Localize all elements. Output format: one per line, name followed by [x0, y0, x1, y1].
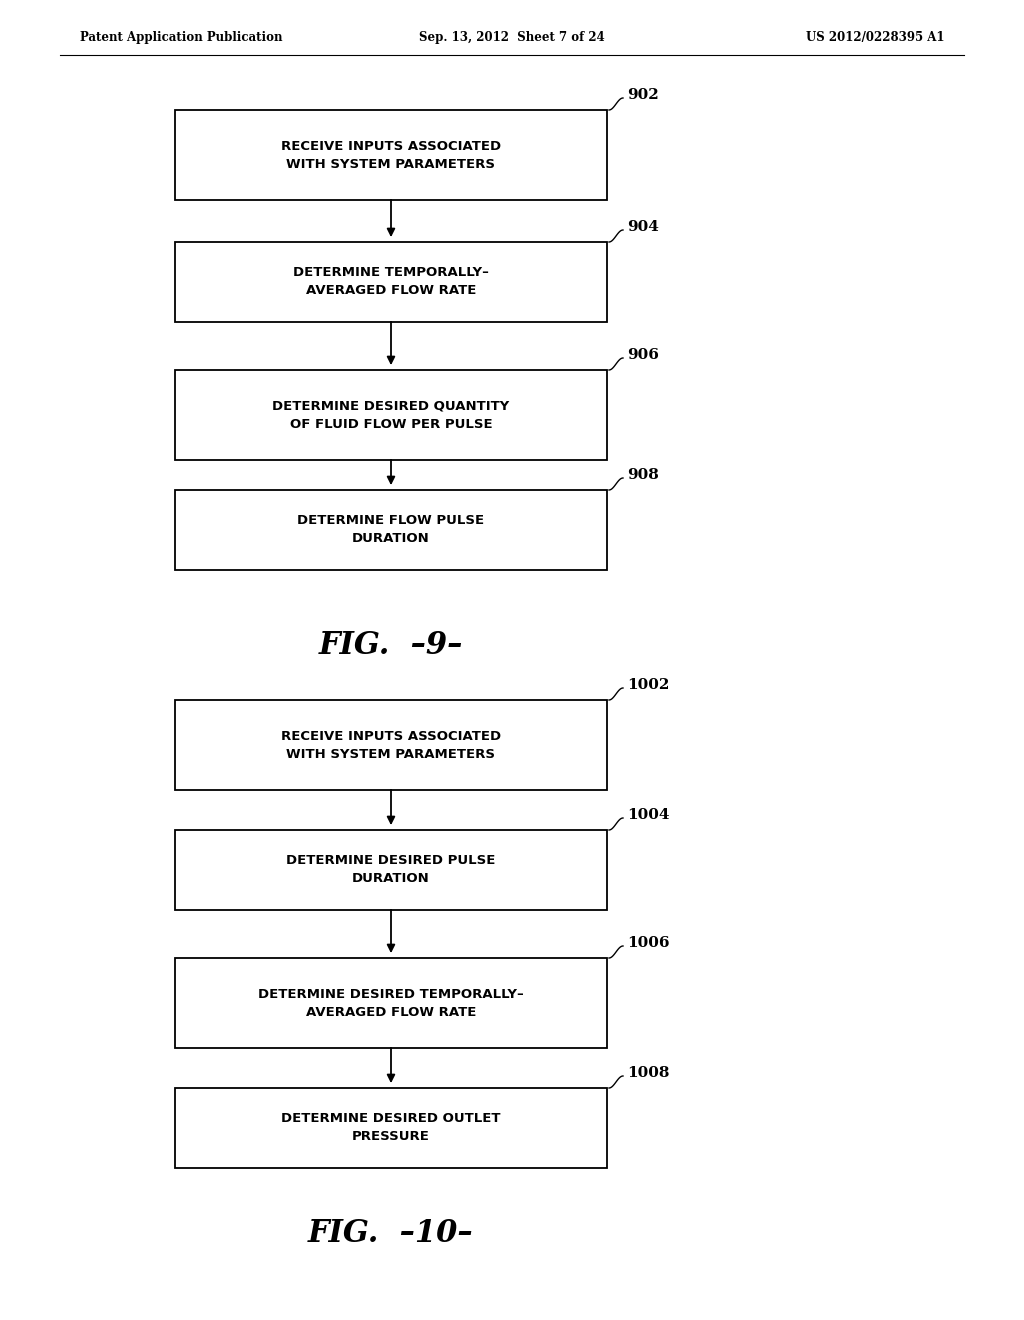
Text: 906: 906	[627, 348, 658, 362]
Bar	[175, 1088, 607, 1168]
Text: Sep. 13, 2012  Sheet 7 of 24: Sep. 13, 2012 Sheet 7 of 24	[419, 32, 605, 45]
Text: DETERMINE DESIRED OUTLET
PRESSURE: DETERMINE DESIRED OUTLET PRESSURE	[282, 1113, 501, 1143]
Text: 1002: 1002	[627, 678, 670, 692]
Bar	[175, 700, 607, 789]
Text: RECEIVE INPUTS ASSOCIATED
WITH SYSTEM PARAMETERS: RECEIVE INPUTS ASSOCIATED WITH SYSTEM PA…	[281, 140, 501, 170]
Bar	[175, 242, 607, 322]
Text: 1004: 1004	[627, 808, 670, 822]
Text: FIG.  –10–: FIG. –10–	[308, 1217, 474, 1249]
Bar	[175, 958, 607, 1048]
Text: RECEIVE INPUTS ASSOCIATED
WITH SYSTEM PARAMETERS: RECEIVE INPUTS ASSOCIATED WITH SYSTEM PA…	[281, 730, 501, 760]
Text: 904: 904	[627, 220, 658, 234]
Bar	[175, 370, 607, 459]
Text: 908: 908	[627, 469, 658, 482]
Text: DETERMINE TEMPORALLY–
AVERAGED FLOW RATE: DETERMINE TEMPORALLY– AVERAGED FLOW RATE	[293, 267, 488, 297]
Text: Patent Application Publication: Patent Application Publication	[80, 32, 283, 45]
Text: US 2012/0228395 A1: US 2012/0228395 A1	[806, 32, 944, 45]
Text: DETERMINE DESIRED QUANTITY
OF FLUID FLOW PER PULSE: DETERMINE DESIRED QUANTITY OF FLUID FLOW…	[272, 400, 510, 430]
Text: 1008: 1008	[627, 1067, 670, 1080]
Text: 1006: 1006	[627, 936, 670, 950]
Text: DETERMINE DESIRED TEMPORALLY–
AVERAGED FLOW RATE: DETERMINE DESIRED TEMPORALLY– AVERAGED F…	[258, 987, 524, 1019]
Bar	[175, 110, 607, 201]
Text: 902: 902	[627, 88, 658, 102]
Text: FIG.  –9–: FIG. –9–	[318, 630, 463, 660]
Bar	[175, 830, 607, 909]
Text: DETERMINE DESIRED PULSE
DURATION: DETERMINE DESIRED PULSE DURATION	[287, 854, 496, 886]
Bar	[175, 490, 607, 570]
Text: DETERMINE FLOW PULSE
DURATION: DETERMINE FLOW PULSE DURATION	[297, 515, 484, 545]
